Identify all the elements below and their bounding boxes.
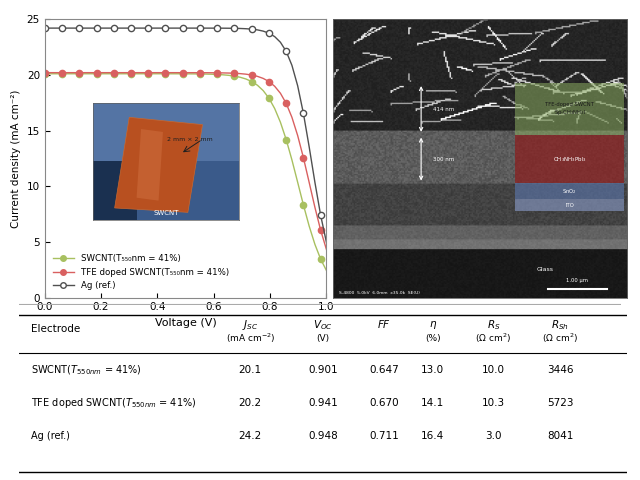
Text: 14.1: 14.1 bbox=[421, 398, 444, 408]
Text: 8041: 8041 bbox=[547, 432, 573, 441]
Text: Electrode: Electrode bbox=[31, 324, 81, 334]
Text: S-4800  5.0kV  6.0mm  x35.0k  SE(U): S-4800 5.0kV 6.0mm x35.0k SE(U) bbox=[339, 291, 420, 295]
Text: 3446: 3446 bbox=[547, 365, 573, 375]
Text: 3.0: 3.0 bbox=[485, 432, 502, 441]
Text: $J_{SC}$: $J_{SC}$ bbox=[242, 318, 259, 332]
Y-axis label: Current density (mA cm⁻²): Current density (mA cm⁻²) bbox=[11, 89, 21, 228]
Text: TFE doped SWCNT($T_{550nm}$ = 41%): TFE doped SWCNT($T_{550nm}$ = 41%) bbox=[31, 396, 196, 410]
Text: 20.1: 20.1 bbox=[239, 365, 262, 375]
Text: CH$_3$NH$_3$PbI$_3$: CH$_3$NH$_3$PbI$_3$ bbox=[553, 155, 587, 164]
Text: Ag (ref.): Ag (ref.) bbox=[31, 432, 70, 441]
Text: 300 nm: 300 nm bbox=[433, 157, 454, 162]
Text: (V): (V) bbox=[317, 334, 330, 343]
Text: SWCNT($T_{550nm}$ = 41%): SWCNT($T_{550nm}$ = 41%) bbox=[31, 363, 142, 377]
Text: 16.4: 16.4 bbox=[421, 432, 444, 441]
Text: 0.670: 0.670 bbox=[369, 398, 399, 408]
X-axis label: Voltage (V): Voltage (V) bbox=[155, 318, 216, 328]
Text: 24.2: 24.2 bbox=[239, 432, 262, 441]
Text: 13.0: 13.0 bbox=[421, 365, 444, 375]
Text: 0.711: 0.711 bbox=[369, 432, 399, 441]
Legend: SWCNT(Τ₅₅₀nm = 41%), TFE doped SWCNT(Τ₅₅₀nm = 41%), Ag (ref.): SWCNT(Τ₅₅₀nm = 41%), TFE doped SWCNT(Τ₅₅… bbox=[49, 251, 232, 293]
Text: $V_{OC}$: $V_{OC}$ bbox=[313, 318, 333, 332]
Text: $R_{S}$: $R_{S}$ bbox=[486, 318, 500, 332]
Text: ($\Omega$ cm$^2$): ($\Omega$ cm$^2$) bbox=[542, 332, 579, 345]
Text: 10.3: 10.3 bbox=[482, 398, 505, 408]
Text: 0.948: 0.948 bbox=[308, 432, 338, 441]
Text: SnO$_2$: SnO$_2$ bbox=[563, 187, 577, 196]
Text: 0.901: 0.901 bbox=[308, 365, 338, 375]
Bar bbox=[515, 83, 624, 135]
Text: 414 nm: 414 nm bbox=[433, 107, 454, 112]
Text: (%): (%) bbox=[425, 334, 440, 343]
Bar bbox=[515, 135, 624, 183]
Text: ITO: ITO bbox=[565, 203, 574, 208]
Text: 20.2: 20.2 bbox=[239, 398, 262, 408]
Bar bbox=[515, 199, 624, 211]
Text: 0.647: 0.647 bbox=[369, 365, 399, 375]
Text: $R_{Sh}$: $R_{Sh}$ bbox=[551, 318, 570, 332]
Text: ($\Omega$ cm$^2$): ($\Omega$ cm$^2$) bbox=[476, 332, 511, 345]
Text: TFE-doped SWCNT
Sp-CH$_3$NH$_3$I: TFE-doped SWCNT Sp-CH$_3$NH$_3$I bbox=[545, 102, 594, 117]
Text: 1.00 μm: 1.00 μm bbox=[566, 278, 588, 283]
Text: FF: FF bbox=[378, 320, 390, 330]
Text: 10.0: 10.0 bbox=[482, 365, 505, 375]
Text: Glass: Glass bbox=[536, 267, 553, 272]
Text: 5723: 5723 bbox=[547, 398, 573, 408]
Bar bbox=[515, 183, 624, 199]
Text: $\eta$: $\eta$ bbox=[429, 319, 436, 331]
Text: (mA cm$^{-2}$): (mA cm$^{-2}$) bbox=[225, 332, 275, 345]
Text: 0.941: 0.941 bbox=[308, 398, 338, 408]
